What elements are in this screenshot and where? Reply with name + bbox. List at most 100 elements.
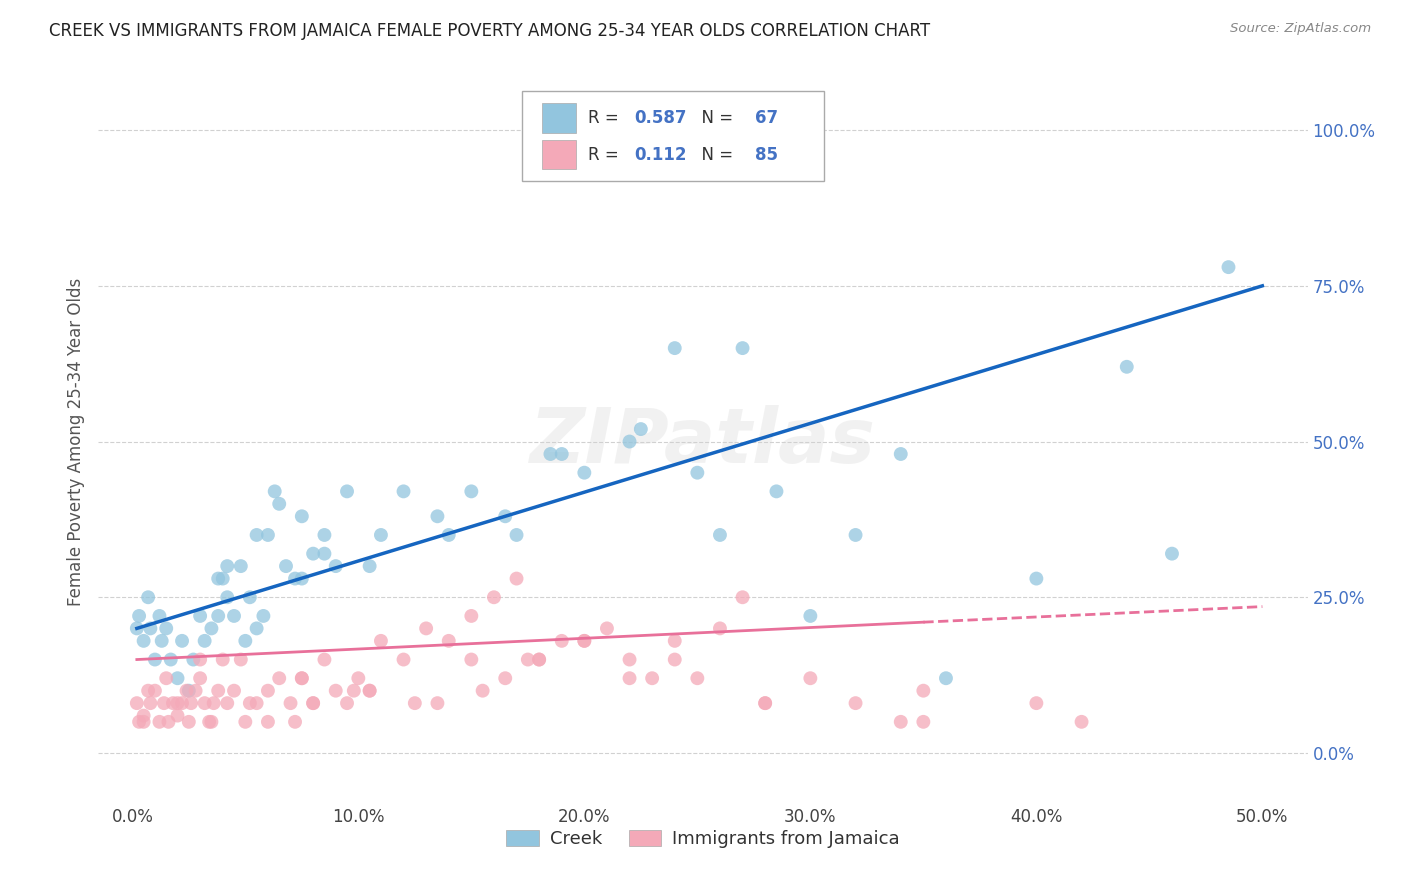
Point <box>527 652 550 666</box>
Point <box>139 696 162 710</box>
Point <box>912 683 935 698</box>
FancyBboxPatch shape <box>522 91 824 181</box>
Point <box>162 696 184 710</box>
Point <box>263 484 285 499</box>
Point <box>148 609 170 624</box>
Point <box>132 633 155 648</box>
Point <box>176 683 198 698</box>
Point <box>325 683 347 698</box>
Point <box>183 652 205 666</box>
Point <box>274 559 297 574</box>
Point <box>302 696 325 710</box>
Point <box>482 591 505 605</box>
Point <box>166 696 188 710</box>
Text: 0.587: 0.587 <box>634 109 686 127</box>
Point <box>200 714 222 729</box>
Point <box>460 609 482 624</box>
Point <box>233 633 256 648</box>
Point <box>284 572 307 586</box>
Point <box>200 621 222 635</box>
Point <box>211 652 233 666</box>
Point <box>198 714 221 729</box>
Point <box>343 683 366 698</box>
Point <box>664 341 686 355</box>
Point <box>619 434 641 449</box>
Legend: Creek, Immigrants from Jamaica: Creek, Immigrants from Jamaica <box>499 822 907 855</box>
Point <box>252 609 274 624</box>
Point <box>754 696 776 710</box>
Point <box>257 714 280 729</box>
Point <box>359 559 381 574</box>
Text: 0.112: 0.112 <box>634 145 686 163</box>
Text: R =: R = <box>588 145 630 163</box>
Point <box>709 528 731 542</box>
Point <box>596 621 619 635</box>
Point <box>460 652 482 666</box>
Point <box>166 671 188 685</box>
Point <box>157 714 180 729</box>
Point <box>222 609 245 624</box>
Point <box>505 572 527 586</box>
Point <box>246 528 269 542</box>
Point <box>527 652 550 666</box>
Point <box>437 528 460 542</box>
Point <box>217 559 239 574</box>
Point <box>125 696 148 710</box>
Text: 67: 67 <box>755 109 778 127</box>
Point <box>246 696 269 710</box>
Point <box>415 621 437 635</box>
Point <box>194 633 217 648</box>
Point <box>302 547 325 561</box>
Point <box>291 509 314 524</box>
Point <box>128 609 150 624</box>
Point <box>494 671 516 685</box>
Point <box>239 591 262 605</box>
Point <box>664 652 686 666</box>
Point <box>1025 696 1047 710</box>
Point <box>143 652 166 666</box>
Point <box>125 621 148 635</box>
Point <box>336 484 359 499</box>
Point <box>128 714 150 729</box>
Point <box>139 621 162 635</box>
Point <box>538 447 561 461</box>
Point <box>291 671 314 685</box>
Point <box>150 633 173 648</box>
Point <box>551 633 574 648</box>
Point <box>188 609 211 624</box>
Point <box>132 708 155 723</box>
Point <box>233 714 256 729</box>
Point <box>392 652 415 666</box>
Point <box>188 671 211 685</box>
Point <box>136 683 159 698</box>
Point <box>291 671 314 685</box>
Point <box>709 621 731 635</box>
Bar <box>543 140 576 169</box>
Point <box>314 652 336 666</box>
Y-axis label: Female Poverty Among 25-34 Year Olds: Female Poverty Among 25-34 Year Olds <box>66 277 84 606</box>
Point <box>1115 359 1137 374</box>
Point <box>1070 714 1092 729</box>
Point <box>217 696 239 710</box>
Point <box>799 671 821 685</box>
Point <box>404 696 426 710</box>
Point <box>912 714 935 729</box>
Point <box>239 696 262 710</box>
Text: R =: R = <box>588 109 624 127</box>
Point <box>155 621 177 635</box>
Point <box>314 528 336 542</box>
Point <box>574 633 596 648</box>
Point <box>184 683 207 698</box>
Point <box>426 696 449 710</box>
Point <box>890 714 912 729</box>
Point <box>619 671 641 685</box>
Point <box>494 509 516 524</box>
Point <box>314 547 336 561</box>
Point <box>170 633 193 648</box>
Point <box>257 528 280 542</box>
Point <box>370 528 392 542</box>
Text: ZIPatlas: ZIPatlas <box>530 405 876 478</box>
Point <box>686 466 709 480</box>
Point <box>630 422 652 436</box>
Point <box>177 683 200 698</box>
